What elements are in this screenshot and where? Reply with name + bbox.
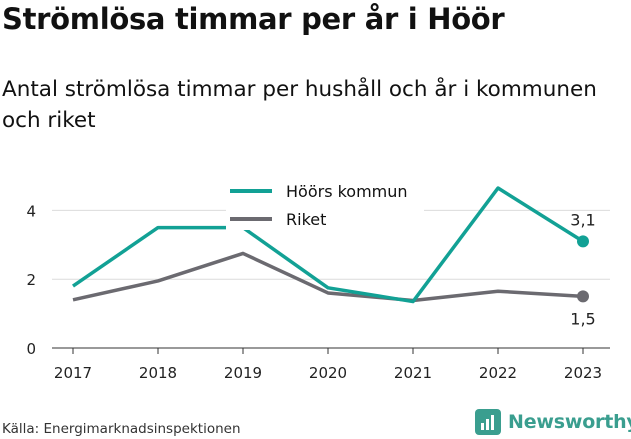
x-tick-label: 2020 <box>309 364 347 382</box>
end-point-marker <box>577 235 589 248</box>
x-tick-label: 2017 <box>54 364 92 382</box>
chart-title: Strömlösa timmar per år i Höör <box>2 2 505 36</box>
line-chart: 0 2 4 2017 2018 2019 2020 2021 2022 2023 3,1 1,5 Höö… <box>26 178 610 382</box>
x-tick-label: 2021 <box>394 364 432 382</box>
brand-logo-block: Newsworthy <box>475 409 631 435</box>
y-tick-label: 0 <box>26 340 36 358</box>
brand-name: Newsworthy <box>508 411 631 433</box>
chart-subtitle: Antal strömlösa timmar per hushåll och å… <box>2 77 597 133</box>
legend-background <box>226 178 424 230</box>
x-tick-label: 2018 <box>139 364 177 382</box>
legend-label: Riket <box>286 210 326 229</box>
series-line-h-rs-kommun <box>72 186 584 304</box>
end-point-marker <box>577 290 589 303</box>
y-tick-label: 4 <box>26 202 36 220</box>
x-tick-label: 2022 <box>479 364 517 382</box>
y-tick-label: 2 <box>26 271 36 289</box>
series-line-riket <box>72 251 584 303</box>
legend-label: Höörs kommun <box>286 182 408 201</box>
end-value-label: 1,5 <box>570 309 595 328</box>
newsworthy-logo-icon <box>475 409 501 435</box>
source-note: Källa: Energimarknadsinspektionen <box>2 421 241 437</box>
x-tick-label: 2023 <box>564 364 602 382</box>
end-value-label: 3,1 <box>570 210 595 229</box>
x-tick-label: 2019 <box>224 364 262 382</box>
